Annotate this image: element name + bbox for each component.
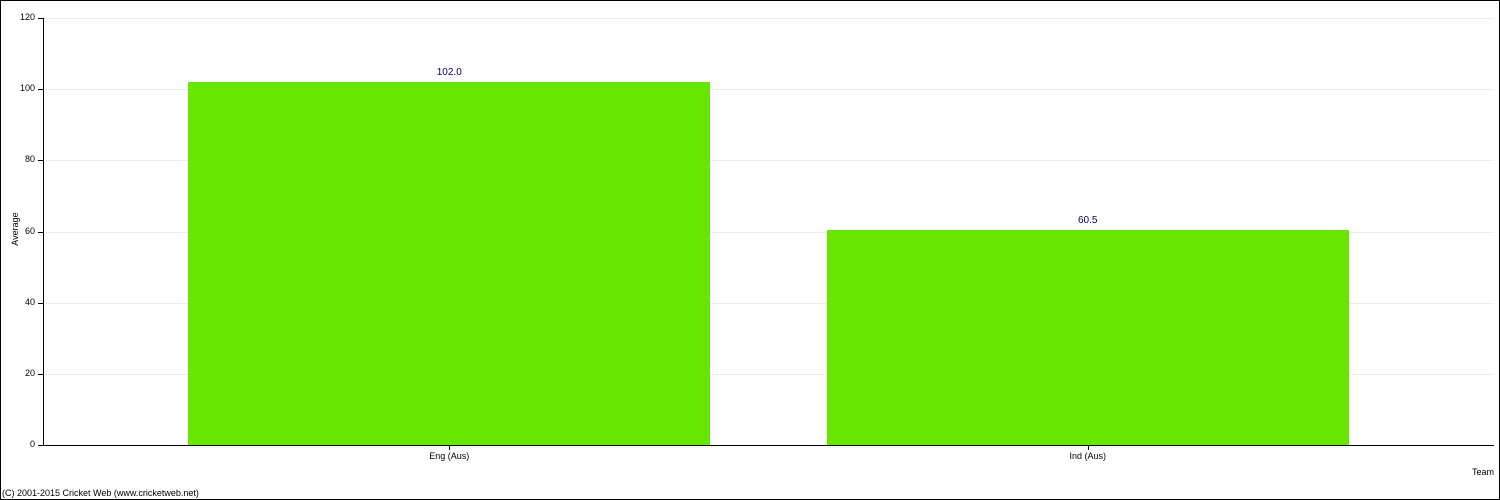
gridline xyxy=(43,18,1494,19)
y-tick-label: 40 xyxy=(0,297,35,307)
y-axis-line xyxy=(43,18,44,445)
chart-container: 102.0 60.5 (C) 2001-2015 Cricket Web (www… xyxy=(0,0,1500,500)
bar xyxy=(188,82,710,445)
y-tick-label: 20 xyxy=(0,368,35,378)
y-axis-title: Average xyxy=(10,199,20,259)
bar xyxy=(827,230,1349,445)
y-tick-label: 100 xyxy=(0,83,35,93)
x-tick xyxy=(449,445,450,450)
y-tick-label: 80 xyxy=(0,154,35,164)
copyright-text: (C) 2001-2015 Cricket Web (www.cricketwe… xyxy=(2,488,199,498)
y-tick-label: 120 xyxy=(0,12,35,22)
y-tick-label: 0 xyxy=(0,439,35,449)
x-tick-label: Eng (Aus) xyxy=(349,451,549,461)
bar-value-label: 102.0 xyxy=(188,67,710,78)
x-axis-title: Team xyxy=(1472,467,1494,477)
bar-value-label: 60.5 xyxy=(827,215,1349,226)
x-tick-label: Ind (Aus) xyxy=(988,451,1188,461)
x-tick xyxy=(1088,445,1089,450)
x-axis-line xyxy=(43,445,1494,446)
plot-area: 102.0 60.5 xyxy=(43,18,1494,445)
